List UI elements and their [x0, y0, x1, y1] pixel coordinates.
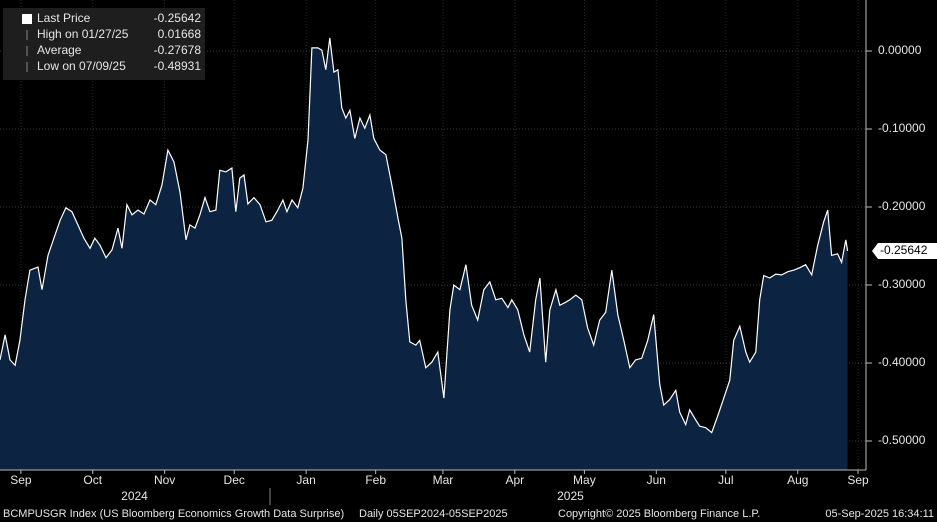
- footer-copyright: Copyright© 2025 Bloomberg Finance L.P.: [558, 508, 760, 520]
- legend-value: 0.01668: [158, 27, 202, 41]
- x-tick-label: Jun: [647, 473, 666, 487]
- legend-value: -0.27678: [154, 43, 202, 57]
- y-tick-label: -0.40000: [878, 355, 926, 369]
- legend-swatch: [22, 14, 32, 24]
- last-price-tag-label: -0.25642: [880, 243, 928, 257]
- x-tick-label: Sep: [847, 473, 869, 487]
- x-tick-label: Nov: [154, 473, 175, 487]
- axes: 0.00000 -0.10000 -0.20000 -0.30000 -0.40000 -…: [10, 43, 937, 503]
- x-tick-label: Apr: [505, 473, 524, 487]
- y-tick-label: -0.20000: [878, 199, 926, 213]
- legend-label: Low on 07/09/25: [37, 59, 126, 73]
- x-tick-label: Aug: [787, 473, 808, 487]
- y-tick-label: -0.50000: [878, 433, 926, 447]
- year-label: 2025: [557, 489, 584, 503]
- footer-period: Daily 05SEP2024-05SEP2025: [359, 508, 508, 520]
- plot-area: [0, 37, 849, 470]
- y-tick-label: -0.30000: [878, 277, 926, 291]
- x-tick-label: Jan: [296, 473, 315, 487]
- area-fill: [0, 38, 848, 470]
- x-tick-label: Sep: [10, 473, 32, 487]
- x-tick-label: Mar: [433, 473, 454, 487]
- x-tick-label: Oct: [83, 473, 102, 487]
- x-tick-label: Dec: [224, 473, 245, 487]
- footer-timestamp: 05-Sep-2025 16:34:11: [825, 508, 934, 520]
- y-tick-label: -0.10000: [878, 121, 926, 135]
- legend: Last Price -0.25642 High on 01/27/25 0.0166…: [22, 11, 201, 73]
- legend-label: Average: [37, 43, 82, 57]
- footer-description: BCMPUSGR Index (US Bloomberg Economics G…: [3, 508, 344, 520]
- x-tick-label: Jul: [718, 473, 733, 487]
- legend-value: -0.48931: [154, 59, 202, 73]
- x-tick-label: May: [573, 473, 596, 487]
- x-tick-label: Feb: [365, 473, 386, 487]
- y-tick-label: 0.00000: [878, 43, 922, 57]
- price-line: [0, 37, 849, 434]
- year-label: 2024: [121, 489, 148, 503]
- legend-box: [3, 8, 205, 80]
- legend-value: -0.25642: [154, 11, 202, 25]
- legend-label: High on 01/27/25: [37, 27, 129, 41]
- last-price-tag: [872, 243, 937, 260]
- legend-label: Last Price: [37, 11, 91, 25]
